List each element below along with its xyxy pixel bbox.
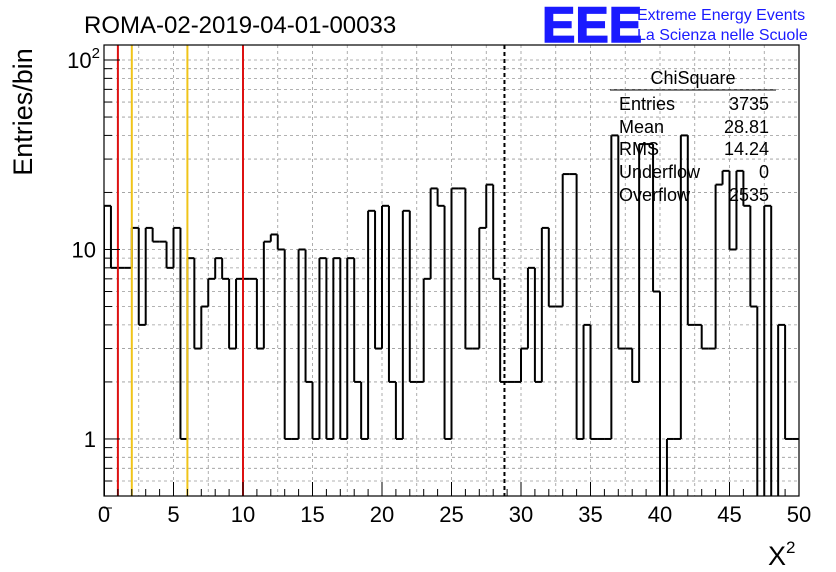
x-axis-title: X2 — [768, 538, 795, 571]
stats-label-entries: Entries — [619, 94, 675, 114]
axis-ticks: 0 5 10 15 20 25 30 35 40 45 50 1 10 102 — [67, 45, 811, 527]
stats-value-overflow: 2535 — [729, 185, 769, 205]
x-tick-label: 10 — [231, 502, 255, 527]
x-tick-label: 30 — [509, 502, 533, 527]
eee-logo: EEE Extreme Energy Events La Scienza nel… — [541, 0, 808, 54]
stats-label-overflow: Overflow — [619, 185, 691, 205]
stats-value-entries: 3735 — [729, 94, 769, 114]
x-axis-title-superscript: 2 — [786, 538, 795, 557]
eee-logo-line-2: La Scienza nelle Scuole — [637, 27, 808, 44]
x-tick-label: 45 — [717, 502, 741, 527]
x-tick-label: 20 — [370, 502, 394, 527]
x-tick-label: 35 — [578, 502, 602, 527]
stats-box: ChiSquare Entries 3735 Mean 28.81 RMS 14… — [610, 68, 776, 205]
eee-logo-line-1: Extreme Energy Events — [637, 7, 805, 24]
x-tick-label: 5 — [167, 502, 179, 527]
x-tick-label: 50 — [787, 502, 811, 527]
x-tick-label: 40 — [648, 502, 672, 527]
eee-logo-mark: EEE — [542, 0, 642, 53]
y-tick-label: 10 — [72, 237, 96, 262]
histogram-bins — [104, 134, 799, 496]
stats-label-mean: Mean — [619, 117, 664, 137]
y-tick-label: 1 — [84, 427, 96, 452]
reference-lines — [116, 45, 506, 496]
stats-label-underflow: Underflow — [619, 162, 701, 182]
stats-value-rms: 14.24 — [724, 139, 769, 159]
y-axis-title: Entries/bin — [8, 48, 38, 176]
stats-value-underflow: 0 — [759, 162, 769, 182]
stats-title: ChiSquare — [650, 68, 735, 88]
x-tick-label: 15 — [300, 502, 324, 527]
x-tick-label: 25 — [439, 502, 463, 527]
x-tick-label: 0 — [98, 502, 110, 527]
run-title: ROMA-02-2019-04-01-00033 — [84, 12, 396, 39]
y-tick-label: 102 — [67, 45, 100, 73]
stats-value-mean: 28.81 — [724, 117, 769, 137]
stats-label-rms: RMS — [619, 139, 659, 159]
